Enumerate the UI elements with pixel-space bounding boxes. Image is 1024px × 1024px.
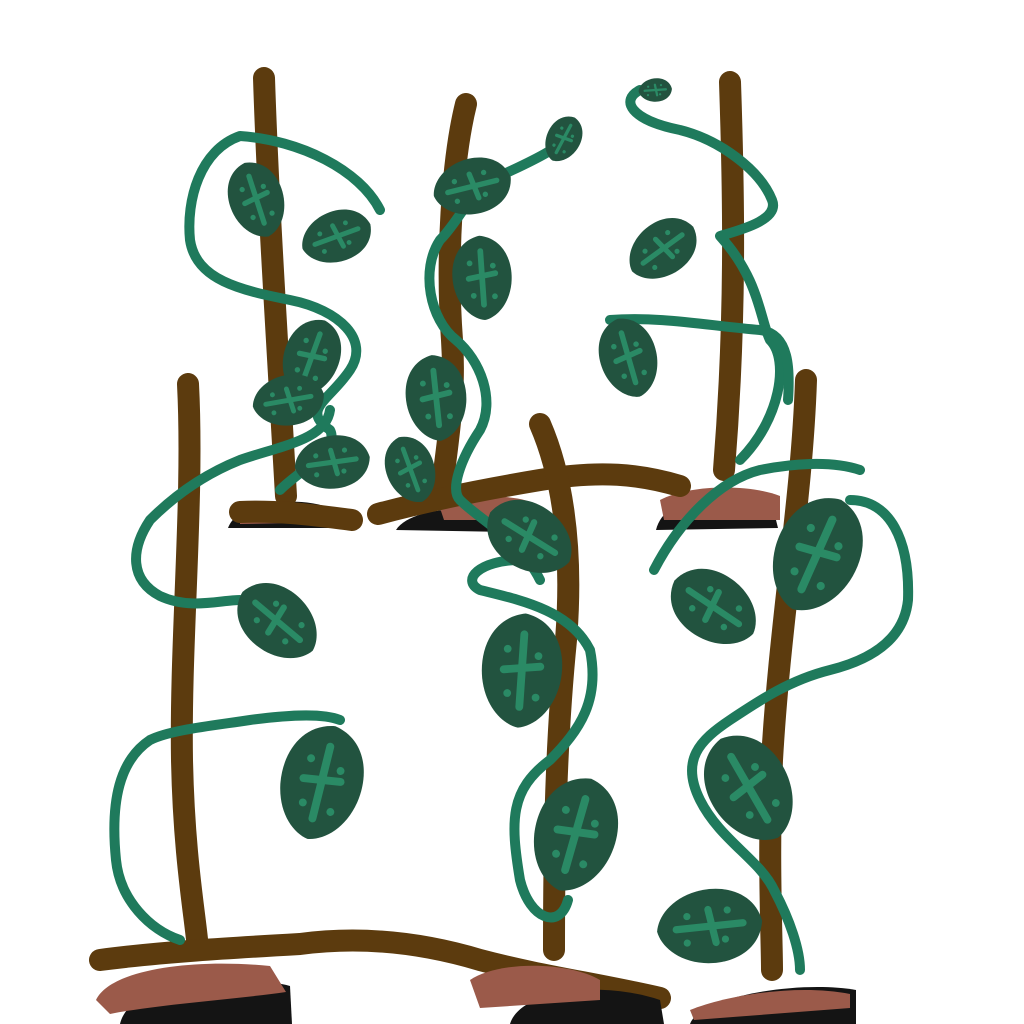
leaf [219,154,295,244]
leaf [535,107,592,170]
soil-mound [690,987,856,1024]
stake [759,369,817,981]
stake [713,71,745,481]
vine [605,314,794,405]
vine [131,405,335,609]
stake-crossbar [229,500,363,531]
leaf [616,205,708,292]
leaf [520,767,630,901]
leaf [656,553,772,661]
vine [686,495,914,975]
leaf [268,716,375,848]
leaf [590,311,667,404]
vine [467,555,598,923]
soil-mound [96,963,292,1024]
vine [649,458,865,575]
stake [253,67,297,507]
leaf [222,567,333,675]
vine [109,710,345,945]
leaf [294,200,379,272]
stake [170,373,209,961]
leaf [653,884,766,969]
leaf [636,76,674,105]
soil-mound [470,965,664,1024]
stake-crossbar [367,463,691,525]
soil-mounds-front [96,963,856,1024]
vine [625,85,785,465]
stakes-back [229,67,745,531]
